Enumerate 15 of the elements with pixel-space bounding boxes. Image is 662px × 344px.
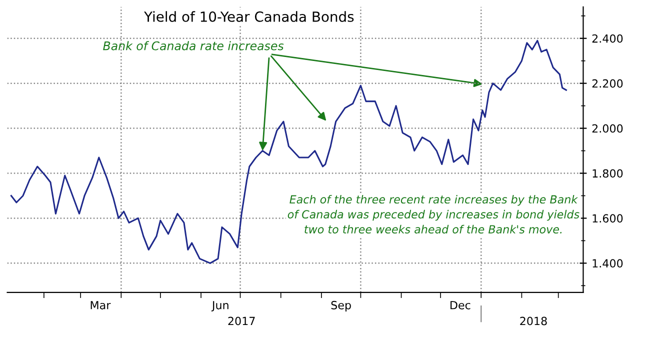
- x2-tick-label: 2017: [228, 316, 255, 326]
- x2-tick-label: 2018: [520, 316, 547, 326]
- x-tick-label: Sep: [331, 300, 351, 312]
- x-tick-label: Jun: [211, 301, 228, 312]
- y-tick-label: 2.000: [592, 124, 623, 133]
- y-tick-label: 2.200: [592, 79, 623, 88]
- chart-title: Yield of 10-Year Canada Bonds: [144, 11, 354, 22]
- annotation: Bank of Canada rate increases: [103, 41, 284, 50]
- annotation: Each of the three recent rate increases by the Bank of Canada was preceded by increases in bond yields two to three weeks ahead of the Bank's move.: [288, 194, 580, 234]
- y-tick-label: 1.800: [592, 169, 623, 178]
- y-tick-label: 1.600: [592, 214, 623, 223]
- x-tick-label: Dec: [450, 301, 470, 310]
- x-tick-label: Mar: [90, 301, 111, 310]
- y-tick-label: 1.400: [592, 259, 623, 268]
- y-tick-label: 2.400: [592, 34, 623, 43]
